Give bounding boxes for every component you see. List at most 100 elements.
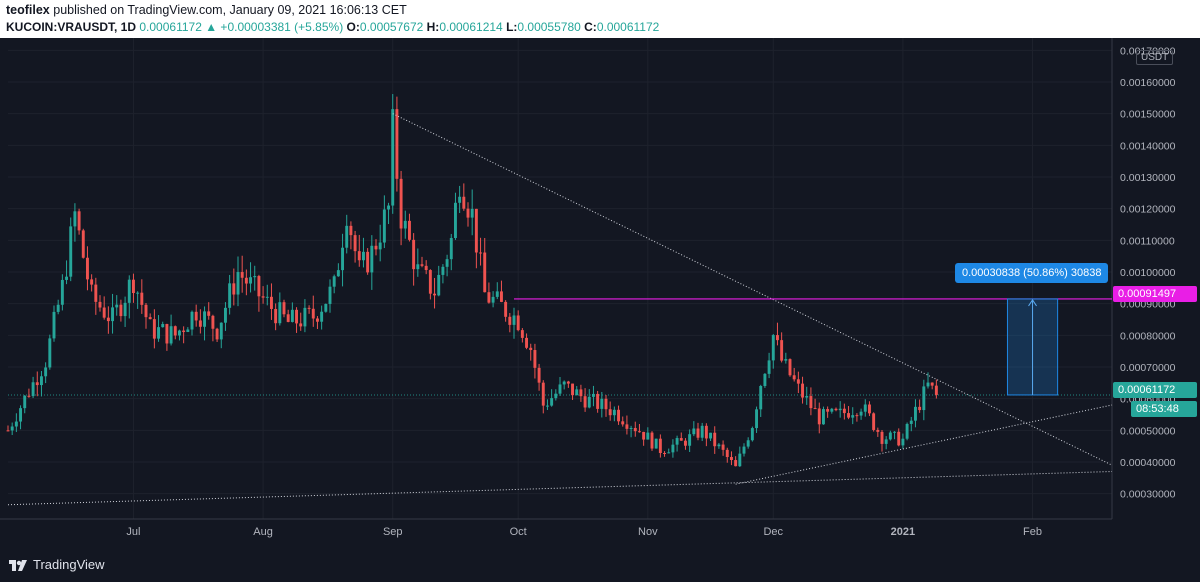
price-range-arrowhead bbox=[1028, 299, 1037, 307]
footer-bar bbox=[0, 549, 1200, 582]
candle-body bbox=[157, 327, 161, 339]
candle-body bbox=[194, 311, 198, 321]
candle-body bbox=[198, 320, 202, 327]
candle-body bbox=[709, 432, 713, 439]
candle-body bbox=[667, 452, 671, 454]
publisher-name[interactable]: teofilex bbox=[6, 3, 50, 17]
unit-badge[interactable]: USDT bbox=[1136, 50, 1174, 65]
candle-body bbox=[320, 311, 324, 322]
candle-body bbox=[830, 408, 834, 412]
candle-body bbox=[596, 393, 600, 409]
candle-body bbox=[591, 393, 595, 397]
candle-body bbox=[336, 270, 340, 277]
candle-body bbox=[90, 279, 94, 285]
trendline bbox=[735, 404, 1113, 485]
candle-body bbox=[474, 208, 478, 253]
candle-body bbox=[290, 309, 294, 322]
candle-body bbox=[357, 251, 361, 261]
candle-body bbox=[566, 381, 570, 384]
candle-body bbox=[190, 311, 194, 330]
candle-body bbox=[6, 430, 10, 432]
candle-body bbox=[934, 385, 938, 395]
candle-body bbox=[35, 382, 39, 386]
candle-body bbox=[545, 405, 549, 407]
candle-body bbox=[98, 301, 102, 308]
candle-body bbox=[663, 452, 667, 454]
candle-body bbox=[922, 386, 926, 411]
candle-body bbox=[39, 376, 43, 386]
candle-body bbox=[353, 235, 357, 252]
publish-info: teofilex published on TradingView.com, J… bbox=[6, 3, 407, 17]
candle-body bbox=[529, 347, 533, 351]
time-tick-label: 2021 bbox=[891, 526, 915, 538]
candle-body bbox=[504, 301, 508, 317]
change-value: ▲ +0.00003381 (+5.85%) bbox=[205, 20, 344, 34]
candle-body bbox=[646, 432, 650, 440]
candle-body bbox=[809, 396, 813, 409]
trendline bbox=[392, 113, 1113, 466]
candle-body bbox=[111, 307, 115, 322]
time-tick-label: Feb bbox=[1023, 526, 1042, 538]
candle-body bbox=[621, 421, 625, 425]
candle-body bbox=[575, 389, 579, 396]
candle-body bbox=[412, 239, 416, 270]
candle-body bbox=[683, 440, 687, 446]
candle-body bbox=[127, 279, 131, 303]
last-value: 0.00061172 bbox=[139, 20, 202, 34]
candle-body bbox=[717, 444, 721, 447]
candle-body bbox=[27, 395, 31, 397]
candle-body bbox=[366, 251, 370, 273]
candle-body bbox=[855, 415, 859, 417]
candle-body bbox=[784, 359, 788, 361]
candle-body bbox=[554, 393, 558, 399]
candle-body bbox=[299, 323, 303, 327]
candle-body bbox=[750, 428, 754, 441]
candle-body bbox=[897, 431, 901, 446]
candle-body bbox=[85, 257, 89, 280]
price-tick-label: 0.00110000 bbox=[1120, 235, 1175, 247]
candle-body bbox=[10, 426, 14, 431]
candle-body bbox=[725, 449, 729, 458]
candle-body bbox=[562, 381, 566, 385]
candle-body bbox=[349, 225, 353, 236]
candle-body bbox=[328, 286, 332, 304]
candle-body bbox=[106, 317, 110, 322]
horizontal-level-price-label: 0.00091497 bbox=[1113, 286, 1197, 302]
candle-body bbox=[763, 373, 767, 386]
candle-body bbox=[671, 444, 675, 453]
candle-body bbox=[801, 383, 805, 398]
candle-body bbox=[203, 311, 207, 327]
candle-body bbox=[269, 296, 273, 309]
candle-body bbox=[491, 296, 495, 303]
candle-body bbox=[608, 409, 612, 416]
candle-body bbox=[303, 307, 307, 327]
candle-body bbox=[131, 279, 135, 294]
price-chart[interactable]: 0.000300000.000400000.000500000.00060000… bbox=[0, 38, 1200, 549]
candle-body bbox=[115, 304, 119, 308]
candle-body bbox=[177, 330, 181, 336]
time-tick-label: Oct bbox=[510, 526, 527, 538]
candle-body bbox=[867, 404, 871, 414]
candle-body bbox=[838, 408, 842, 411]
candle-body bbox=[295, 309, 299, 324]
candle-body bbox=[893, 431, 897, 433]
candle-body bbox=[901, 438, 905, 446]
candle-body bbox=[625, 424, 629, 429]
candle-body bbox=[700, 425, 704, 438]
candle-body bbox=[69, 226, 73, 277]
candle-body bbox=[236, 272, 240, 295]
time-tick-label: Sep bbox=[383, 526, 403, 538]
candle-body bbox=[918, 406, 922, 411]
candle-body bbox=[587, 396, 591, 408]
candle-body bbox=[713, 432, 717, 447]
candle-body bbox=[688, 434, 692, 446]
price-range-measure-label: 0.00030838 (50.86%) 30838 bbox=[955, 263, 1109, 283]
candle-body bbox=[771, 335, 775, 361]
candle-body bbox=[395, 109, 399, 179]
candle-body bbox=[696, 428, 700, 438]
candle-body bbox=[721, 444, 725, 450]
open-label: O: bbox=[346, 20, 360, 34]
tradingview-brand[interactable]: TradingView bbox=[8, 557, 105, 572]
symbol-label[interactable]: KUCOIN:VRAUSDT, 1D bbox=[6, 20, 137, 34]
candle-body bbox=[847, 413, 851, 418]
